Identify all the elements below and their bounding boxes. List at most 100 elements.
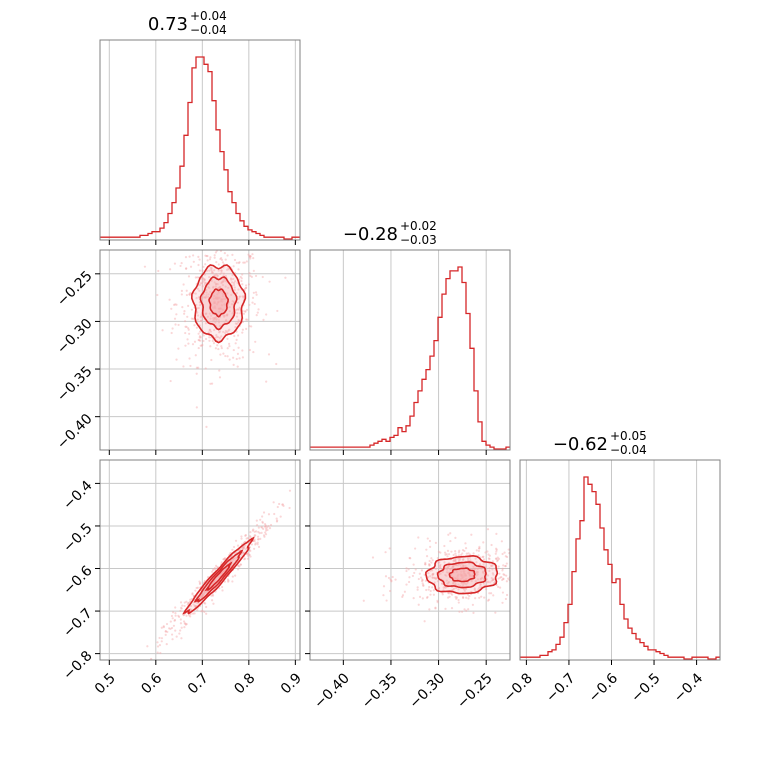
sample-point bbox=[146, 645, 149, 648]
sample-point bbox=[231, 274, 234, 277]
sample-point bbox=[208, 329, 211, 332]
sample-point bbox=[529, 575, 531, 577]
sample-point bbox=[257, 538, 260, 541]
sample-point bbox=[248, 255, 251, 259]
sample-point bbox=[461, 610, 464, 613]
sample-point bbox=[463, 589, 466, 592]
sample-point bbox=[173, 303, 176, 306]
contour-fill bbox=[183, 538, 254, 614]
sample-point bbox=[235, 230, 237, 232]
contour-fill bbox=[437, 562, 486, 588]
sample-point bbox=[476, 573, 479, 576]
sample-point bbox=[487, 557, 490, 560]
sample-point bbox=[501, 601, 504, 604]
sample-point bbox=[190, 317, 193, 320]
sample-point bbox=[198, 283, 201, 287]
y-tick-label: −0.5 bbox=[60, 520, 95, 555]
sample-point bbox=[464, 547, 468, 550]
sample-point bbox=[193, 340, 197, 343]
panel-frame bbox=[99, 459, 301, 661]
sample-point bbox=[520, 566, 522, 568]
hist-panel-0: 0.73 +0.04−0.04 bbox=[99, 9, 301, 245]
sample-point bbox=[188, 357, 191, 360]
sample-point bbox=[213, 274, 217, 277]
sample-point bbox=[451, 565, 454, 568]
sample-point bbox=[202, 339, 205, 343]
sample-point bbox=[454, 559, 457, 562]
sample-point bbox=[434, 606, 437, 609]
sample-point bbox=[200, 610, 203, 613]
sample-point bbox=[464, 542, 467, 545]
sample-point bbox=[403, 590, 406, 593]
sample-point bbox=[228, 310, 231, 313]
sample-point bbox=[230, 227, 232, 229]
sample-point bbox=[160, 637, 164, 640]
sample-point bbox=[160, 640, 163, 643]
sample-point bbox=[214, 306, 217, 310]
sample-point bbox=[215, 282, 218, 285]
sample-point bbox=[459, 574, 463, 577]
sample-point bbox=[467, 572, 471, 575]
sample-point bbox=[194, 589, 197, 592]
sample-point bbox=[221, 300, 224, 303]
sample-point bbox=[214, 321, 217, 324]
sample-point bbox=[174, 614, 177, 617]
sample-point bbox=[478, 586, 481, 589]
sample-point bbox=[193, 612, 196, 615]
sample-point bbox=[515, 583, 517, 585]
sample-point bbox=[394, 578, 397, 581]
sample-point bbox=[481, 571, 485, 574]
scatter-panel-0: −0.40 −0.35 −0.30 −0.25 bbox=[54, 227, 301, 455]
sample-point bbox=[185, 293, 188, 297]
sample-point bbox=[192, 254, 195, 257]
sample-point bbox=[477, 587, 480, 591]
sample-point bbox=[222, 558, 225, 561]
sample-point bbox=[224, 331, 227, 335]
sample-point bbox=[209, 382, 212, 385]
sample-point bbox=[226, 314, 229, 317]
sample-point bbox=[182, 283, 185, 286]
sample-point bbox=[241, 331, 244, 334]
sample-point bbox=[488, 567, 491, 570]
sample-point bbox=[418, 572, 421, 575]
sample-point bbox=[187, 328, 190, 331]
sample-point bbox=[220, 298, 224, 301]
sample-point bbox=[189, 604, 193, 608]
sample-point bbox=[171, 638, 174, 641]
sample-point bbox=[466, 571, 470, 575]
sample-point bbox=[543, 577, 545, 579]
sample-point bbox=[452, 553, 455, 557]
sample-point bbox=[242, 296, 245, 299]
sample-point bbox=[171, 611, 175, 614]
sample-point bbox=[195, 326, 198, 329]
sample-point bbox=[272, 501, 275, 504]
sample-point bbox=[205, 291, 208, 294]
sample-point bbox=[278, 502, 281, 506]
sample-point bbox=[474, 557, 477, 560]
sample-point bbox=[502, 577, 505, 580]
sample-point bbox=[233, 300, 236, 303]
sample-point bbox=[428, 563, 431, 566]
sample-point bbox=[234, 342, 237, 345]
sample-point bbox=[428, 539, 432, 543]
sample-point bbox=[227, 579, 230, 582]
sample-point bbox=[412, 563, 415, 566]
sample-point bbox=[422, 583, 425, 587]
panel-frame bbox=[99, 249, 301, 451]
sample-point bbox=[262, 511, 266, 514]
sample-point bbox=[143, 265, 147, 268]
sample-point bbox=[210, 594, 213, 597]
sample-point bbox=[450, 567, 453, 570]
sample-point bbox=[225, 268, 229, 271]
sample-point bbox=[460, 575, 464, 578]
sample-point bbox=[203, 579, 206, 583]
sample-point bbox=[468, 553, 472, 556]
sample-point bbox=[473, 588, 476, 591]
sample-point bbox=[452, 560, 455, 563]
sample-point bbox=[187, 342, 190, 345]
sample-point bbox=[170, 626, 174, 630]
sample-point bbox=[255, 530, 258, 533]
sample-point bbox=[199, 316, 202, 319]
sample-point bbox=[428, 585, 431, 589]
sample-point bbox=[468, 556, 471, 559]
